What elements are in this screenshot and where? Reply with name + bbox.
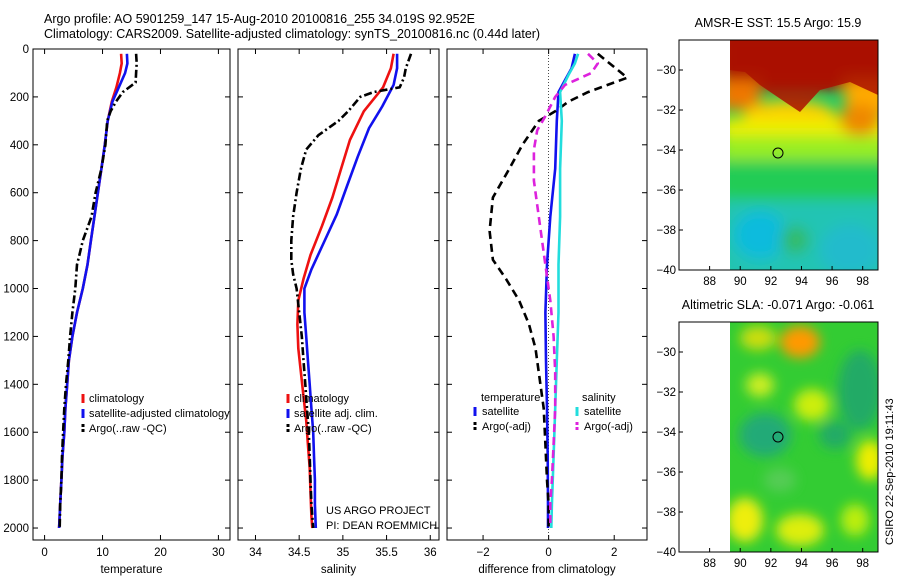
- x-tick-label: 30: [212, 547, 225, 559]
- y-tick-label: 600: [10, 188, 29, 200]
- legend-entry: climatology: [89, 393, 145, 405]
- sla-map-panel: Altimetric SLA: -0.071 Argo: -0.061: [656, 298, 879, 570]
- map-y-tick-label: −36: [656, 467, 676, 479]
- x-axis-label: difference from climatology: [478, 564, 615, 576]
- x-tick-label: 10: [96, 547, 109, 559]
- map-x-tick-label: 90: [734, 558, 747, 570]
- y-tick-label: 2000: [3, 523, 29, 535]
- map-x-tick-label: 88: [703, 558, 716, 570]
- x-tick-label: 35: [336, 547, 349, 559]
- sst-map-title: AMSR-E SST: 15.5 Argo: 15.9: [695, 16, 862, 30]
- map-x-tick-label: 92: [764, 276, 777, 288]
- series-line-2-2: [303, 53, 399, 529]
- plot-frame-2: [237, 48, 440, 541]
- map-y-tick-label: −32: [656, 387, 676, 399]
- y-tick-label: 1600: [3, 427, 29, 439]
- map-y-tick-label: −38: [656, 507, 676, 519]
- map-x-tick-label: 98: [856, 558, 869, 570]
- legend-entry: Argo(-adj): [584, 421, 633, 433]
- x-tick-label: 0: [545, 547, 551, 559]
- sst-map-axes: 88 90 92 94 96 98 −30 −32 −34 −36 −38 −40: [656, 65, 869, 288]
- sla-map-title: Altimetric SLA: -0.071 Argo: -0.061: [682, 298, 875, 312]
- legend-entry: climatology: [294, 393, 350, 405]
- legend-3: temperature salinity satellite Argo(-adj) sa…: [473, 392, 633, 433]
- legend-entry: satellite adj. clim.: [294, 408, 378, 420]
- series-line-3-4: [532, 52, 600, 528]
- x-tick-label: 20: [154, 547, 167, 559]
- sla-map-axes: 88 90 92 94 96 98 −30 −32 −34 −36 −38 −40: [656, 347, 869, 570]
- header-line-1: Argo profile: AO 5901259_147 15-Aug-2010…: [44, 12, 475, 26]
- map-x-tick-label: 98: [856, 276, 869, 288]
- profile-panel-2: 34 34.5 35 35.5 36 salinity climatology satelli…: [237, 48, 440, 576]
- legend-entry: Argo(-adj): [482, 421, 531, 433]
- map-y-tick-label: −34: [656, 145, 676, 157]
- legend-entry: Argo(..raw -QC): [294, 423, 372, 435]
- sla-heatmap-field: [730, 322, 878, 552]
- legend-entry: satellite: [584, 406, 621, 418]
- profile-panel-3: −2 0 2 difference from climatology temperatu…: [446, 48, 648, 576]
- sla-argo-location-marker: [772, 431, 784, 443]
- map-x-tick-label: 88: [703, 276, 716, 288]
- map-y-tick-label: −36: [656, 185, 676, 197]
- map-y-tick-label: −34: [656, 427, 676, 439]
- x-tick-label: −2: [477, 547, 490, 559]
- x-tick-label: 34.5: [288, 547, 310, 559]
- plot-frame-3: [446, 48, 648, 541]
- map-x-tick-label: 94: [795, 276, 808, 288]
- map-y-tick-label: −38: [656, 225, 676, 237]
- x-axis-label: salinity: [321, 564, 356, 576]
- legend-entry: satellite-adjusted climatology: [89, 408, 230, 420]
- x-tick-label: 2: [611, 547, 617, 559]
- map-y-tick-label: −32: [656, 105, 676, 117]
- y-tick-label: 1800: [3, 475, 29, 487]
- series-line-3-1: [544, 53, 577, 528]
- profile-panel-1: 0 10 20 30 0 200 400 600 800 1000 1200 1400 1600 1800…: [3, 44, 231, 576]
- y-tick-label: 1200: [3, 331, 29, 343]
- y-tick-label: 800: [10, 236, 29, 248]
- series-line-1-2: [57, 53, 129, 529]
- profile-panels: 0 10 20 30020040060080010001200140016001800…: [3, 44, 648, 576]
- credit-line-1: US ARGO PROJECT: [326, 505, 431, 517]
- map-y-tick-label: −30: [656, 65, 676, 77]
- y-tick-label: 1400: [3, 379, 29, 391]
- header-line-2: Climatology: CARS2009. Satellite-adjuste…: [44, 27, 540, 41]
- series-line-2-1: [296, 53, 395, 529]
- legend-header: temperature: [481, 392, 540, 404]
- map-x-tick-label: 96: [826, 558, 839, 570]
- series-line-3-3: [550, 53, 580, 529]
- legend-1: climatology satellite-adjusted climatolog…: [81, 393, 230, 435]
- series-line-1-1: [57, 53, 123, 529]
- x-tick-label: 34: [249, 547, 262, 559]
- map-x-tick-label: 92: [764, 558, 777, 570]
- series-line-3-2: [488, 52, 629, 528]
- map-y-tick-label: −40: [656, 265, 676, 277]
- series-line-1-3: [58, 53, 138, 529]
- y-tick-label: 0: [23, 44, 29, 56]
- legend-entry: Argo(..raw -QC): [89, 423, 167, 435]
- map-y-tick-label: −30: [656, 347, 676, 359]
- y-tick-label: 1000: [3, 284, 29, 296]
- legend-entry: satellite: [482, 406, 519, 418]
- map-y-tick-label: −40: [656, 547, 676, 559]
- legend-header: salinity: [582, 392, 616, 404]
- x-tick-label: 0: [41, 547, 47, 559]
- x-tick-label: 35.5: [375, 547, 397, 559]
- credit-line-2: PI: DEAN ROEMMICH: [326, 520, 437, 532]
- plot-frame-1: [32, 48, 231, 541]
- sst-map-panel: AMSR-E SST: 15.5 Argo: 15.9: [656, 16, 879, 288]
- sst-argo-location-marker: [772, 147, 784, 159]
- legend-2: climatology satellite adj. clim. Argo(..ra…: [286, 393, 378, 435]
- side-stamp: CSIRO 22-Sep-2010 19:11:43: [884, 398, 896, 545]
- x-axis-label: temperature: [100, 564, 162, 576]
- map-x-tick-label: 94: [795, 558, 808, 570]
- x-tick-label: 36: [424, 547, 437, 559]
- series-line-2-3: [290, 53, 413, 529]
- y-tick-label: 400: [10, 140, 29, 152]
- y-tick-label: 200: [10, 92, 29, 104]
- sst-heatmap-field: [730, 40, 878, 270]
- map-x-tick-label: 90: [734, 276, 747, 288]
- map-x-tick-label: 96: [826, 276, 839, 288]
